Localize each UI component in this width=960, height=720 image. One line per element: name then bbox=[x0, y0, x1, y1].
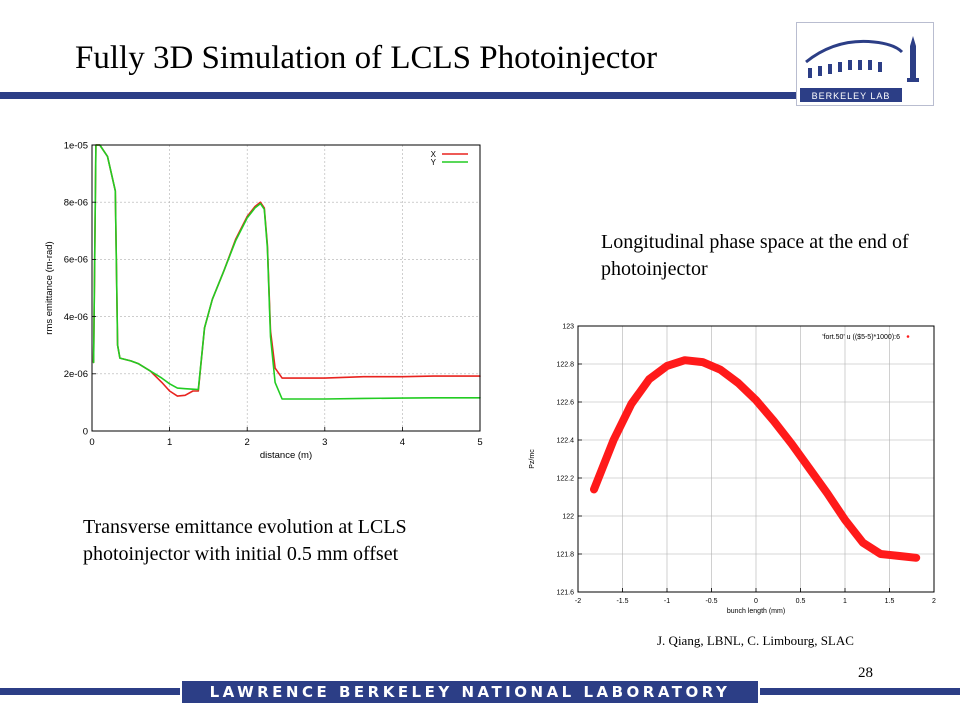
slide-title: Fully 3D Simulation of LCLS Photoinjecto… bbox=[75, 40, 658, 76]
x-tick-label: 1 bbox=[843, 598, 847, 605]
y-tick-label: 123 bbox=[562, 323, 574, 330]
x-tick-label: 5 bbox=[477, 437, 482, 448]
y-axis-label: Pz/mc bbox=[529, 449, 536, 469]
y-tick-label: 122 bbox=[562, 513, 574, 520]
y-tick-label: 4e-06 bbox=[64, 312, 88, 323]
y-axis-label: rms emittance (m-rad) bbox=[44, 241, 55, 334]
x-tick-label: 1 bbox=[167, 437, 172, 448]
data-point bbox=[647, 377, 652, 382]
data-point bbox=[825, 491, 830, 496]
data-point bbox=[789, 441, 794, 446]
footer-band bbox=[182, 681, 758, 703]
phase-space-chart: -2 -1.5 -1 -0.5 0 0.5 1 1.5 2 121.6 121.8 122 122.2 1… bbox=[529, 323, 936, 615]
logo-text: BERKELEY LAB bbox=[812, 91, 891, 101]
transverse-caption: Transverse emittance evolution at LCLS p… bbox=[83, 516, 407, 565]
series-line-x bbox=[92, 144, 481, 397]
y-tick-label: 122.6 bbox=[556, 399, 574, 406]
data-point bbox=[718, 367, 723, 372]
data-point bbox=[611, 437, 616, 443]
y-tick-label: 121.8 bbox=[556, 551, 574, 558]
x-tick-label: 3 bbox=[322, 437, 327, 448]
longitudinal-caption: Longitudinal phase space at the end of p… bbox=[601, 231, 909, 280]
data-point bbox=[771, 418, 776, 424]
data-point bbox=[700, 359, 705, 365]
x-tick-label: -1 bbox=[664, 598, 670, 605]
data-point bbox=[753, 397, 759, 403]
y-tick-label: 122.8 bbox=[556, 361, 574, 368]
emittance-chart: 0 1 2 3 4 5 0 2e-06 4e-06 6e-06 8e-06 1e-05 distanc… bbox=[44, 140, 483, 461]
y-tick-label: 1e-05 bbox=[64, 140, 88, 151]
y-tick-label: 121.6 bbox=[556, 589, 574, 596]
x-tick-label: 2 bbox=[932, 598, 936, 605]
series-line-y bbox=[92, 144, 481, 400]
x-tick-label: -2 bbox=[575, 598, 581, 605]
x-tick-label: 0.5 bbox=[796, 598, 806, 605]
plot-frame bbox=[91, 144, 481, 432]
data-point bbox=[896, 553, 901, 559]
y-tick-label: 8e-06 bbox=[64, 198, 88, 209]
x-tick-label: 1.5 bbox=[885, 598, 895, 605]
data-point bbox=[591, 487, 597, 492]
x-axis-label: distance (m) bbox=[260, 450, 312, 461]
data-point bbox=[807, 466, 812, 471]
footer-text: LAWRENCE BERKELEY NATIONAL LABORATORY bbox=[209, 683, 731, 701]
data-point bbox=[860, 540, 865, 545]
series-line-particles bbox=[590, 356, 921, 562]
y-tick-label: 122.2 bbox=[556, 475, 574, 482]
y-tick-label: 2e-06 bbox=[64, 369, 88, 380]
x-tick-label: 0 bbox=[754, 598, 758, 605]
footer-rule-left bbox=[0, 688, 180, 695]
data-point bbox=[664, 363, 670, 369]
data-point bbox=[736, 380, 741, 386]
data-point bbox=[682, 358, 687, 363]
berkeley-lab-logo: BERKELEY LAB bbox=[796, 22, 934, 106]
y-tick-label: 0 bbox=[83, 426, 88, 437]
x-tick-label: 2 bbox=[245, 437, 250, 448]
x-tick-label: -1.5 bbox=[616, 598, 628, 605]
data-point bbox=[878, 551, 883, 557]
x-axis-label: bunch length (mm) bbox=[727, 608, 785, 615]
data-point bbox=[629, 401, 634, 407]
page-number: 28 bbox=[858, 665, 873, 681]
x-tick-label: -0.5 bbox=[705, 598, 717, 605]
credit-line: J. Qiang, LBNL, C. Limbourg, SLAC bbox=[657, 633, 854, 648]
legend-label-x: X bbox=[431, 150, 437, 159]
y-tick-label: 122.4 bbox=[556, 437, 574, 444]
x-tick-label: 0 bbox=[89, 437, 94, 448]
data-point bbox=[914, 555, 919, 560]
legend-label: 'fort.50' u (($5-5)*1000):6 bbox=[822, 334, 900, 341]
data-point bbox=[842, 517, 848, 522]
x-tick-label: 4 bbox=[400, 437, 405, 448]
legend-label-y: Y bbox=[431, 158, 437, 167]
title-divider bbox=[0, 92, 806, 99]
footer-rule-right bbox=[760, 688, 960, 695]
legend-swatch bbox=[906, 335, 910, 338]
y-tick-label: 6e-06 bbox=[64, 255, 88, 266]
